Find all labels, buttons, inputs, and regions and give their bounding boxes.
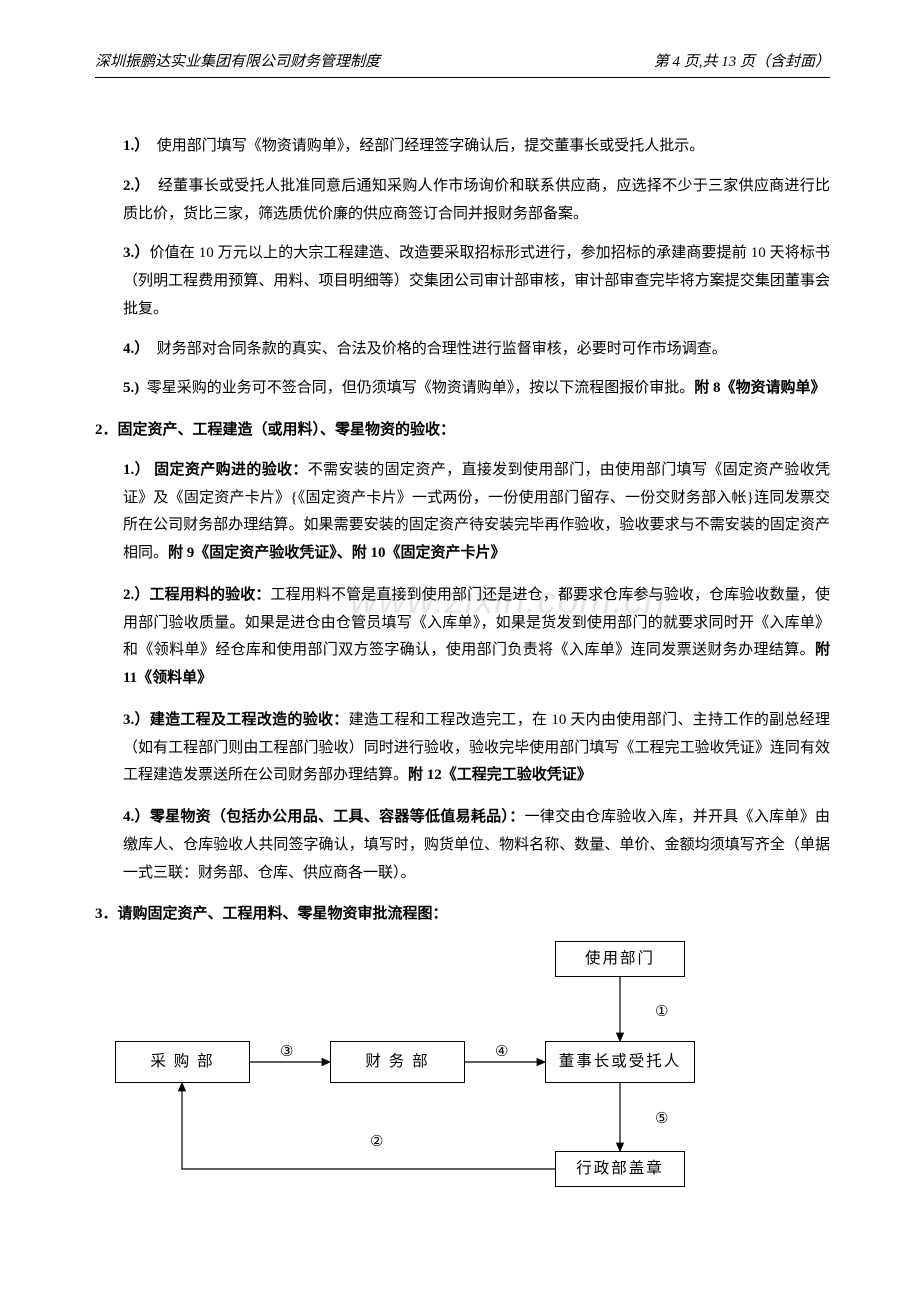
item-text: 零星采购的业务可不签合同，但仍须填写《物资请购单》，按以下流程图报价审批。	[147, 380, 695, 396]
subsection: 4.）零星物资（包括办公用品、工具、容器等低值易耗品）：一律交由仓库验收入库，并…	[95, 804, 830, 887]
item-tail: 附 8《物资请购单》	[694, 380, 825, 396]
list-item: 2.） 经董事长或受托人批准同意后通知采购人作市场询价和联系供应商，应选择不少于…	[95, 173, 830, 229]
flow-label-c3: ③	[280, 1039, 293, 1067]
list-item: 3.）价值在 10 万元以上的大宗工程建造、改造要采取招标形式进行，参加招标的承…	[95, 240, 830, 323]
item-number: 5.)	[123, 380, 139, 396]
item-number: 3.）	[123, 245, 150, 261]
header-right: 第 4 页,共 13 页（含封面）	[654, 50, 830, 71]
flow-node-admin: 行政部盖章	[555, 1151, 685, 1187]
section-number: 2．	[95, 422, 118, 438]
flow-node-purchase: 采 购 部	[115, 1041, 250, 1083]
flow-node-use_dept: 使用部门	[555, 941, 685, 977]
subsection: 3.）建造工程及工程改造的验收：建造工程和工程改造完工，在 10 天内由使用部门…	[95, 707, 830, 790]
sub-tail: 附 12《工程完工验收凭证》	[408, 767, 592, 783]
flow-label-c4: ④	[495, 1039, 508, 1067]
item-text: 价值在 10 万元以上的大宗工程建造、改造要采取招标形式进行，参加招标的承建商要…	[123, 245, 830, 317]
section-heading: 3．请购固定资产、工程用料、零星物资审批流程图：	[95, 901, 830, 929]
page-header: 深圳振鹏达实业集团有限公司财务管理制度 第 4 页,共 13 页（含封面）	[95, 50, 830, 78]
header-left: 深圳振鹏达实业集团有限公司财务管理制度	[95, 50, 380, 71]
item-number: 2.）	[123, 178, 150, 194]
sub-tail: 附 9《固定资产验收凭证》、附 10《固定资产卡片》	[168, 545, 506, 561]
flow-label-c5: ⑤	[655, 1106, 668, 1134]
list-item: 4.） 财务部对合同条款的真实、合法及价格的合理性进行监督审核，必要时可作市场调…	[95, 336, 830, 364]
subsection: 1.） 固定资产购进的验收：不需安装的固定资产，直接发到使用部门，由使用部门填写…	[95, 457, 830, 568]
item-text: 财务部对合同条款的真实、合法及价格的合理性进行监督审核，必要时可作市场调查。	[157, 341, 727, 357]
flow-node-chairman: 董事长或受托人	[545, 1041, 695, 1083]
flow-label-c1: ①	[655, 999, 668, 1027]
sub-lead: 3.）建造工程及工程改造的验收：	[123, 712, 349, 728]
sub-lead: 1.） 固定资产购进的验收：	[123, 462, 308, 478]
item-number: 4.）	[123, 341, 149, 357]
document-body: 1.） 使用部门填写《物资请购单》，经部门经理签字确认后，提交董事长或受托人批示…	[95, 133, 830, 1221]
item-text: 经董事长或受托人批准同意后通知采购人作市场询价和联系供应商，应选择不少于三家供应…	[123, 178, 830, 222]
flow-node-finance: 财 务 部	[330, 1041, 465, 1083]
list-item: 1.） 使用部门填写《物资请购单》，经部门经理签字确认后，提交董事长或受托人批示…	[95, 133, 830, 161]
section-title: 固定资产、工程建造（或用料）、零星物资的验收：	[118, 422, 456, 438]
sub-lead: 2.）工程用料的验收：	[123, 587, 271, 603]
item-number: 1.）	[123, 138, 149, 154]
section-number: 3．	[95, 906, 118, 922]
item-text: 使用部门填写《物资请购单》，经部门经理签字确认后，提交董事长或受托人批示。	[157, 138, 705, 154]
section-heading: 2．固定资产、工程建造（或用料）、零星物资的验收：	[95, 417, 830, 445]
list-item: 5.) 零星采购的业务可不签合同，但仍须填写《物资请购单》，按以下流程图报价审批…	[95, 375, 830, 403]
subsection: 2.）工程用料的验收：工程用料不管是直接到使用部门还是进仓，都要求仓库参与验收，…	[95, 582, 830, 693]
sub-lead: 4.）零星物资（包括办公用品、工具、容器等低值易耗品）：	[123, 809, 525, 825]
flow-label-c2: ②	[370, 1129, 383, 1157]
flowchart: 使用部门采 购 部 财 务 部 董事长或受托人行政部盖章 ① ② ③ ④ ⑤	[115, 941, 830, 1221]
section-title: 请购固定资产、工程用料、零星物资审批流程图：	[118, 906, 448, 922]
